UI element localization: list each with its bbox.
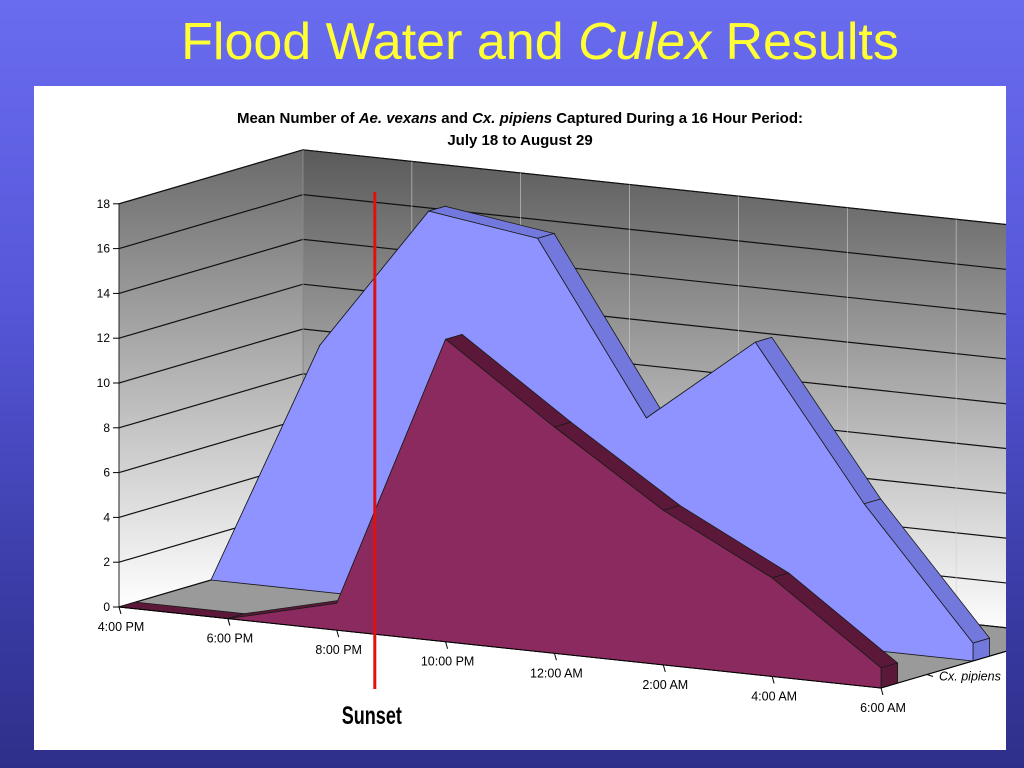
x-tick-label: 6:00 AM	[860, 701, 906, 715]
x-tick-label: 10:00 PM	[421, 655, 475, 669]
y-tick-label: 18	[97, 197, 111, 211]
y-tick-label: 10	[97, 376, 111, 390]
slide-title-text: Flood Water and	[181, 13, 579, 71]
x-tick	[662, 664, 666, 672]
y-tick-label: 12	[97, 331, 111, 345]
x-tick-label: 4:00 PM	[98, 620, 145, 634]
y-tick-label: 0	[103, 600, 110, 614]
slide-title-end: Results	[711, 13, 899, 71]
slide-title: Flood Water and Culex Results	[0, 10, 1024, 74]
x-tick	[227, 618, 231, 626]
x-tick	[880, 687, 884, 696]
area-chart-3d: 0 2 4 6 8 10 12 14 16 18 4:00 PM 6:00 PM 8:00 PM 10:0…	[97, 149, 1006, 730]
series-label: Cx. pipiens	[939, 670, 1001, 684]
chart-title-line1: Mean Number of Ae. vexans and Cx. pipien…	[34, 108, 1006, 130]
chart-title-part: Mean Number of	[237, 110, 359, 127]
cx-pipiens-area	[118, 338, 882, 689]
x-tick-label: 6:00 PM	[207, 632, 254, 646]
y-tick-label: 4	[103, 510, 110, 524]
x-tick	[118, 606, 122, 615]
x-tick	[336, 630, 340, 638]
chart-axes: 0 2 4 6 8 10 12 14 16 18 4:00 PM 6:00 PM 8:00 PM 10:0…	[97, 197, 1006, 715]
series-cx-pipiens	[118, 333, 899, 689]
x-tick-label: 8:00 PM	[315, 643, 362, 657]
x-tick-label: 2:00 AM	[642, 678, 688, 692]
depth-axis-line	[880, 650, 1006, 689]
depth-tick	[926, 674, 934, 677]
x-axis-line	[118, 606, 882, 689]
x-tick-label: 12:00 AM	[530, 666, 583, 680]
sunset-annotation: Sunset	[342, 192, 403, 730]
y-tick-label: 14	[97, 286, 111, 300]
x-tick	[445, 641, 449, 649]
slide-title-italic: Culex	[578, 13, 712, 71]
chart-title-part: and	[437, 110, 473, 127]
y-tick-label: 6	[103, 466, 110, 480]
x-tick-label: 4:00 AM	[751, 689, 797, 703]
chart-title-part: Captured During a 16 Hour Period:	[552, 110, 803, 127]
chart-title: Mean Number of Ae. vexans and Cx. pipien…	[34, 108, 1006, 152]
y-tick-label: 8	[103, 421, 110, 435]
y-tick-label: 16	[97, 242, 111, 256]
chart-title-species-1: Ae. vexans	[358, 110, 438, 127]
chart-panel: Mean Number of Ae. vexans and Cx. pipien…	[34, 86, 1006, 750]
sunset-label: Sunset	[342, 701, 403, 730]
chart-title-species-2: Cx. pipiens	[472, 110, 553, 127]
y-tick-label: 2	[103, 555, 110, 569]
x-tick	[553, 653, 557, 661]
x-tick	[771, 676, 775, 684]
chart-title-line2: July 18 to August 29	[447, 132, 593, 149]
